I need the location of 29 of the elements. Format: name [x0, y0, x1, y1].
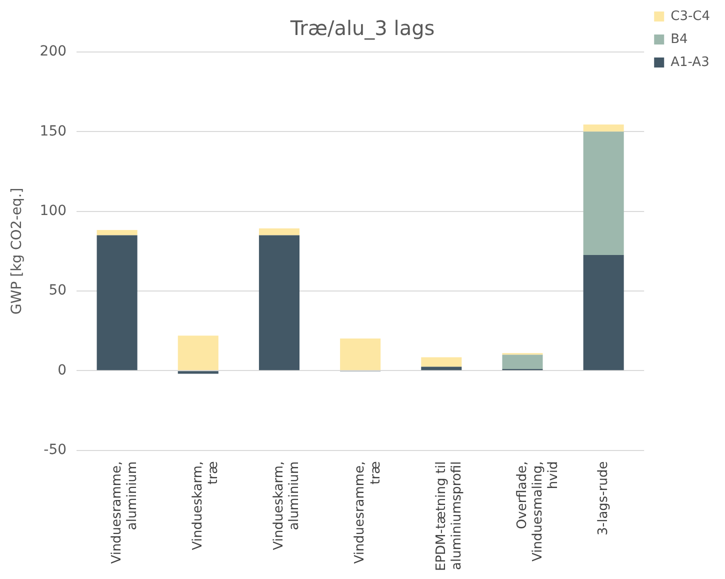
bar [96, 230, 138, 236]
bar [583, 254, 624, 370]
y-tick-label: 100 [40, 202, 67, 219]
bar [583, 124, 624, 132]
legend-label: C3-C4 [670, 8, 710, 24]
legend-label: B4 [670, 32, 688, 47]
legend-label: A1-A3 [670, 54, 710, 70]
y-tick-label: 0 [58, 362, 67, 378]
y-axis-title: GWP [kg CO2-eq.] [9, 188, 26, 314]
x-tick-label: Overflade, Vinduesmaling, hvid [514, 461, 562, 562]
x-tick-label: Vinduesramme, træ [352, 461, 384, 564]
bar [178, 336, 218, 370]
bar [178, 371, 218, 374]
y-tick-label: 150 [40, 123, 67, 140]
bar [258, 235, 300, 370]
y-tick-label: 200 [40, 44, 67, 60]
y-tick-label: 50 [48, 282, 67, 299]
bar [258, 228, 300, 236]
x-tick-label: Vindueskarm, træ [190, 461, 222, 550]
bar [421, 357, 462, 367]
x-tick-label: 3-lags-rude [596, 461, 611, 536]
bar [96, 235, 138, 370]
bar [421, 366, 462, 370]
chart-title: Træ/alu_3 lags [289, 16, 435, 40]
bar [340, 338, 381, 370]
bar [583, 132, 624, 255]
bar [502, 354, 543, 370]
y-tick-label: -50 [44, 442, 67, 458]
x-tick-label: Vinduesramme, aluminium [109, 461, 140, 564]
